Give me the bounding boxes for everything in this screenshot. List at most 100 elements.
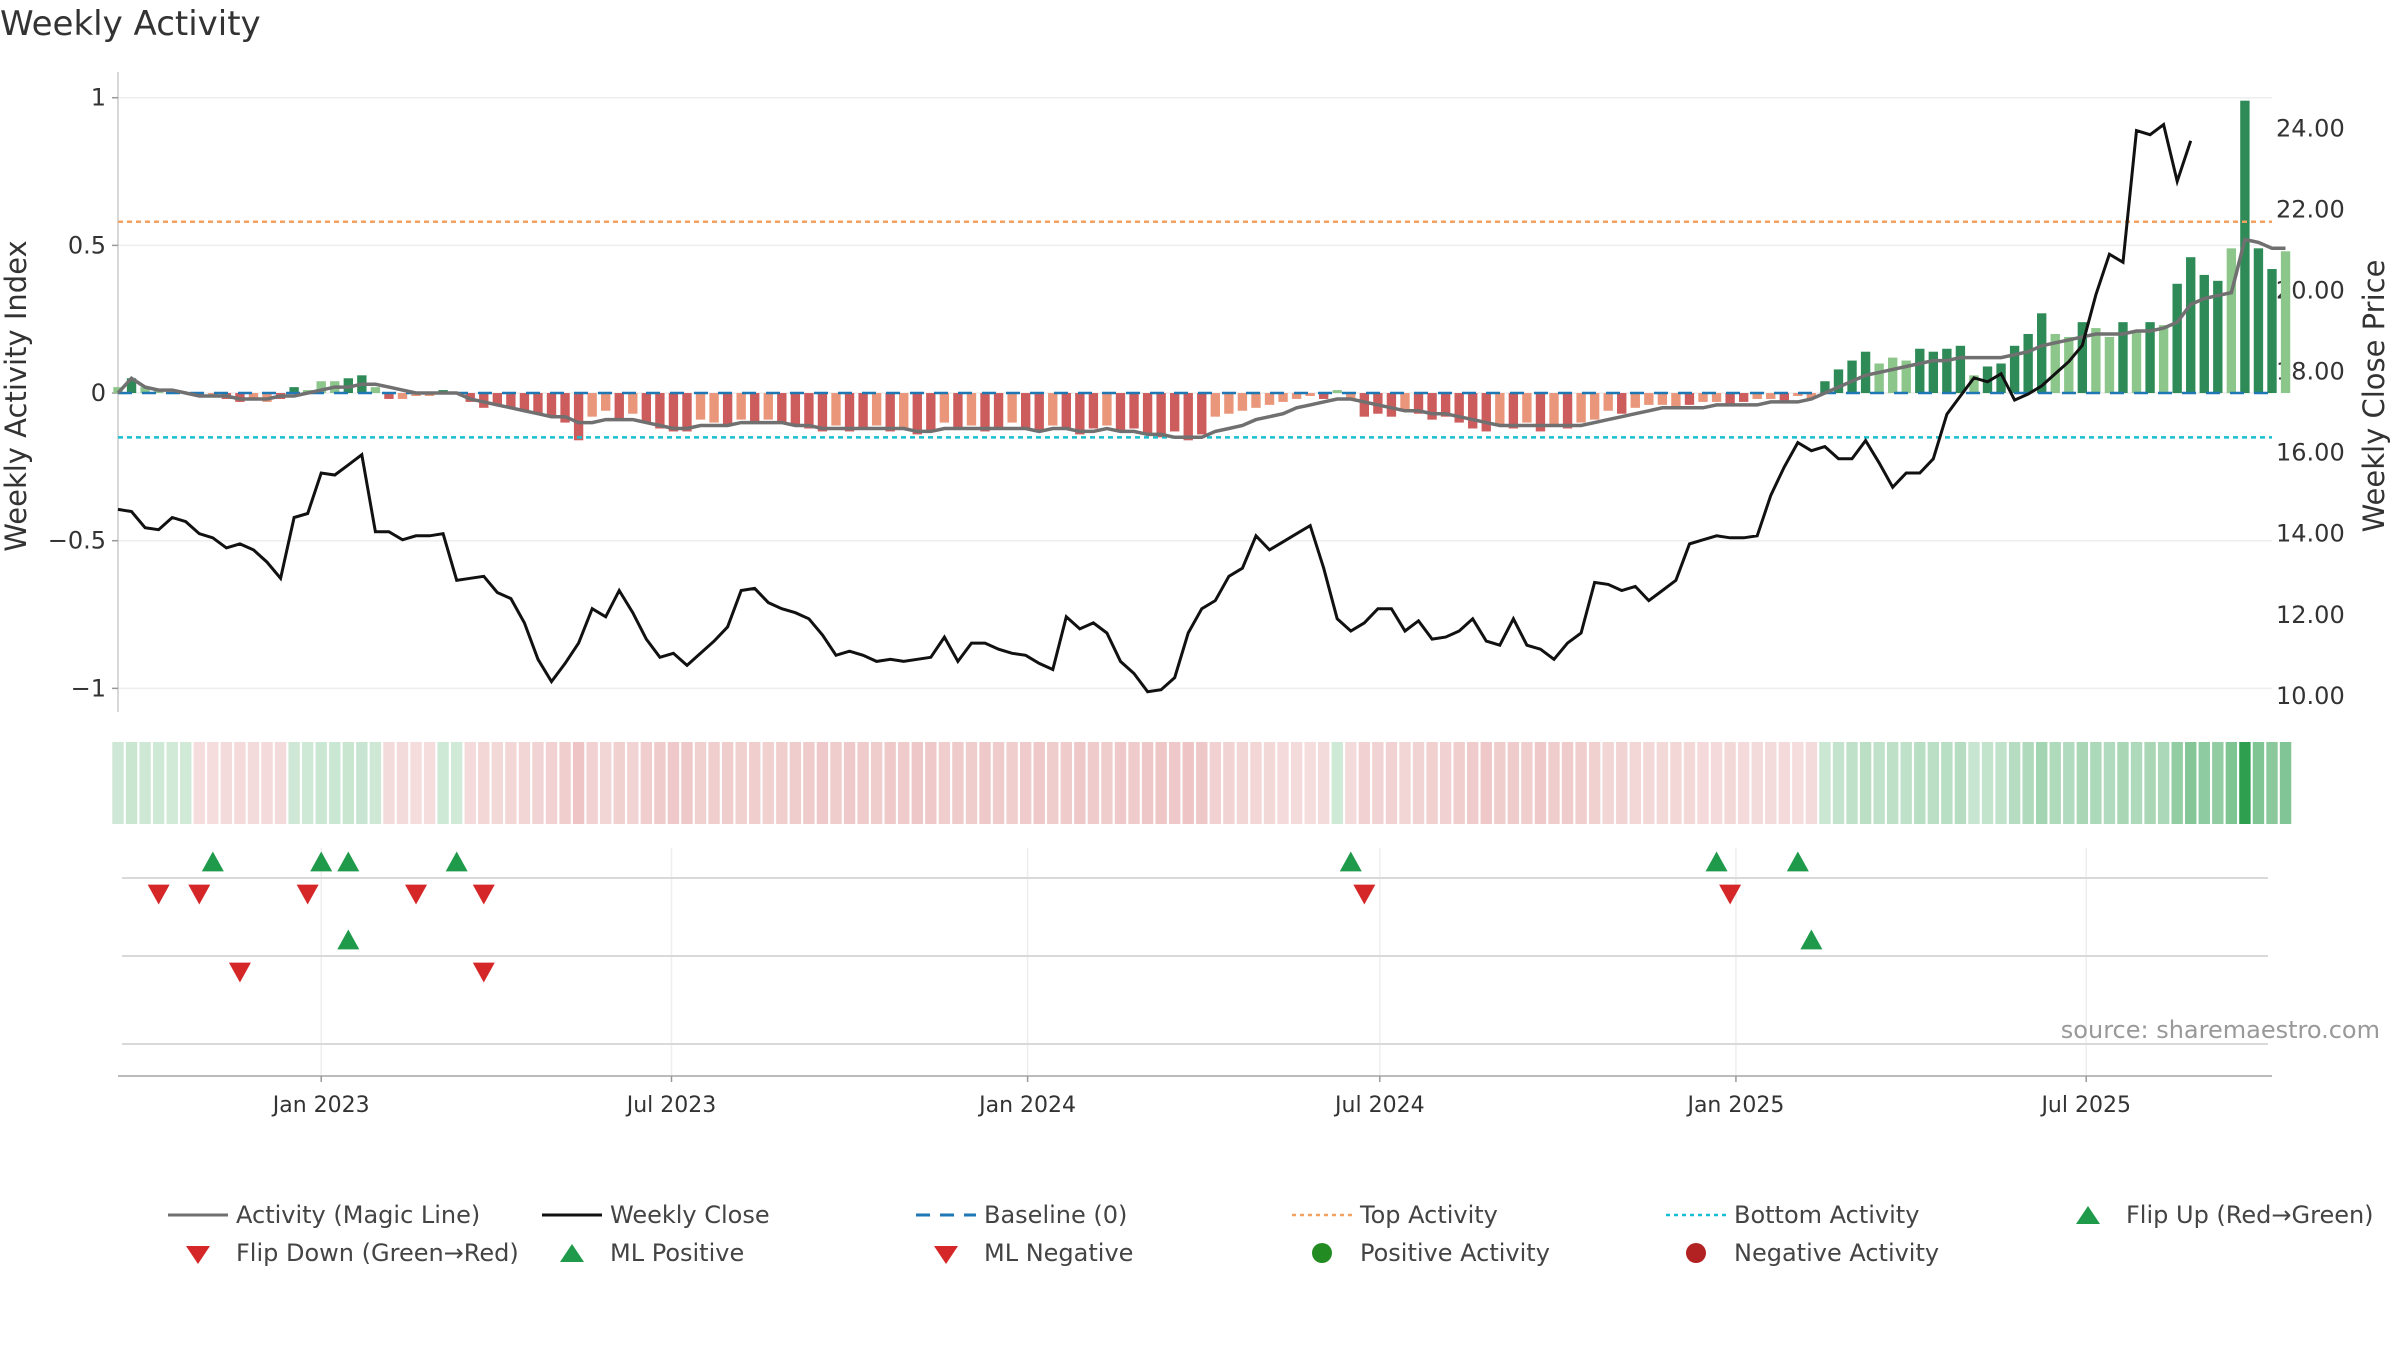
activity-bar	[858, 393, 868, 429]
activity-bar	[1996, 363, 2006, 394]
heat-cell	[1358, 742, 1371, 824]
heat-cell	[681, 742, 693, 824]
heat-cell	[2117, 742, 2129, 824]
activity-bar	[709, 393, 719, 423]
activity-bar	[1224, 393, 1234, 414]
activity-bar	[370, 387, 381, 394]
heat-cell	[1494, 742, 1506, 824]
heat-cell	[1656, 742, 1669, 824]
heat-cell	[762, 742, 774, 824]
heat-cell	[383, 742, 395, 824]
activity-bar	[1440, 393, 1451, 417]
activity-bar	[2077, 322, 2088, 394]
heat-cell	[1331, 742, 1343, 824]
heat-cell	[1372, 742, 1384, 824]
heat-cell	[505, 742, 517, 824]
activity-bar	[1915, 348, 1925, 394]
activity-bar	[1386, 393, 1397, 417]
y2-tick-label: 22.00	[2276, 196, 2345, 224]
legend-swatch	[916, 1213, 976, 1217]
heat-cell	[1290, 742, 1303, 824]
heat-cell	[572, 742, 585, 824]
activity-bar	[533, 393, 543, 414]
heat-cell	[1697, 742, 1709, 824]
activity-bar	[1738, 393, 1749, 402]
heat-cell	[2036, 742, 2048, 824]
heat-cell	[2225, 742, 2238, 824]
activity-bar	[2118, 322, 2128, 394]
heat-cell	[139, 742, 151, 824]
heat-cell	[1846, 742, 1858, 824]
activity-bar	[1657, 393, 1668, 405]
heat-cell	[532, 742, 544, 824]
activity-bar	[2226, 248, 2237, 394]
activity-bar	[641, 393, 652, 423]
heat-cell	[1033, 742, 1045, 824]
heat-cell	[2130, 742, 2143, 824]
heat-cell	[2144, 742, 2156, 824]
flip-down-marker	[1353, 884, 1376, 905]
activity-bar	[1576, 393, 1586, 423]
flip-down-marker	[188, 884, 211, 905]
heat-cell	[2212, 742, 2224, 824]
heat-cell	[2103, 742, 2116, 824]
activity-bar	[1901, 360, 1911, 394]
flip-down-marker	[405, 884, 428, 905]
y2-tick-label: 10.00	[2276, 682, 2345, 710]
legend-item: ML Negative	[914, 1238, 1133, 1268]
heat-cell	[1060, 742, 1072, 824]
heat-cell	[1778, 742, 1790, 824]
activity-bar	[1197, 393, 1207, 435]
activity-bar	[1142, 393, 1153, 435]
heat-cell	[1724, 742, 1736, 824]
legend-item: Weekly Close	[540, 1200, 770, 1230]
activity-bar	[926, 393, 936, 432]
activity-bar	[1522, 393, 1532, 423]
activity-bar	[1156, 393, 1166, 438]
legend-item: Flip Up (Red→Green)	[2056, 1200, 2374, 1230]
activity-bar	[1955, 345, 1966, 394]
heat-cell	[1507, 742, 1520, 824]
heat-cell	[1832, 742, 1845, 824]
x-tick-label: Jan 2024	[977, 1093, 1076, 1118]
heat-cell	[301, 742, 314, 824]
heat-cell	[884, 742, 896, 824]
activity-bar	[1427, 393, 1437, 420]
heat-cell	[2049, 742, 2061, 824]
flip-up-marker	[1339, 851, 1362, 872]
activity-bar	[1075, 393, 1085, 435]
heat-cell	[1074, 742, 1086, 824]
legend-label: Top Activity	[1360, 1201, 1498, 1229]
activity-bar	[1820, 381, 1830, 394]
heat-cell	[1006, 742, 1018, 824]
y2-tick-label: 12.00	[2276, 601, 2345, 629]
heat-cell	[1453, 742, 1465, 824]
legend-swatch	[542, 1213, 602, 1217]
legend-item: Baseline (0)	[914, 1200, 1127, 1230]
heat-cell	[315, 742, 327, 824]
heat-cell	[1250, 742, 1262, 824]
flip-up-marker	[445, 851, 468, 872]
heat-cell	[1412, 742, 1425, 824]
heat-cell	[329, 742, 341, 824]
activity-bar	[1874, 363, 1884, 394]
activity-bar	[2104, 336, 2115, 394]
heat-cell	[1561, 742, 1574, 824]
activity-bar	[1779, 393, 1789, 402]
activity-bar	[1251, 393, 1261, 408]
heat-cell	[125, 742, 138, 824]
heat-cell	[1792, 742, 1804, 824]
activity-bars	[113, 100, 2291, 441]
flip-up-marker	[1705, 851, 1728, 872]
flip-down-marker	[147, 884, 170, 905]
activity-bar	[871, 393, 882, 426]
activity-bar	[1982, 366, 1993, 394]
activity-bar	[1061, 393, 1071, 429]
activity-bar	[2267, 269, 2277, 394]
activity-bar	[1535, 393, 1546, 432]
legend-swatch	[1666, 1213, 1726, 1217]
heat-cell	[2198, 742, 2210, 824]
heat-cell	[1710, 742, 1723, 824]
activity-bar	[1400, 393, 1410, 411]
heat-cell	[1968, 742, 1980, 824]
